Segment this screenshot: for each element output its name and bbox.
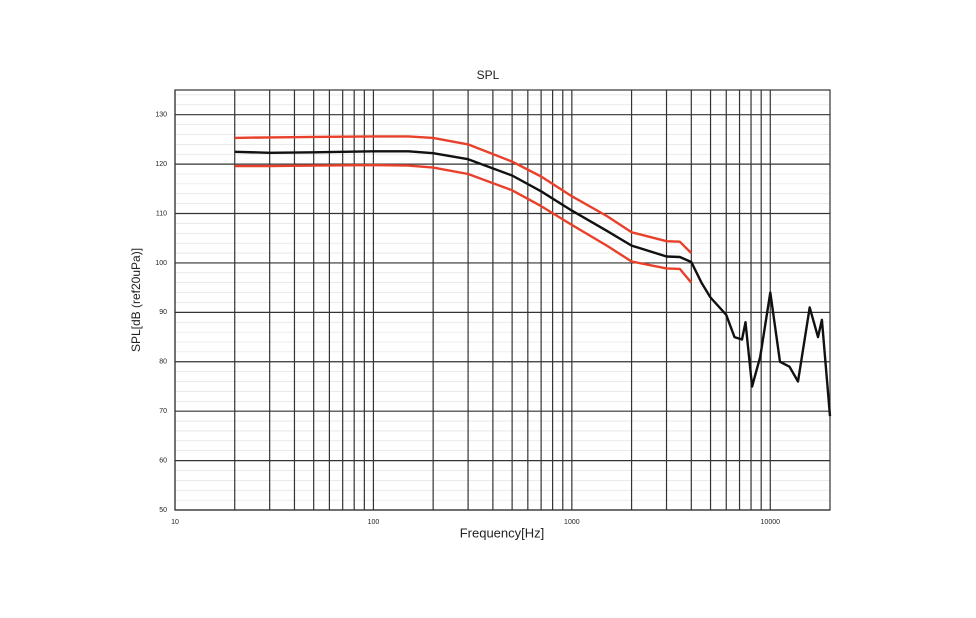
line (234, 163, 693, 284)
x-tick-label: 1000 (564, 519, 580, 526)
y-tick-label: 50 (159, 507, 167, 514)
y-tick-label: 60 (159, 457, 167, 464)
x-tick-label: 10000 (761, 519, 781, 526)
line (234, 135, 693, 254)
y-tick-label: 120 (155, 161, 167, 168)
y-tick-label: 110 (156, 210, 167, 217)
x-tick-label: 10 (171, 519, 179, 526)
y-tick-label: 130 (155, 112, 167, 119)
line (234, 150, 832, 417)
y-tick-label: 80 (159, 359, 167, 366)
y-tick-label: 70 (159, 408, 167, 415)
y-axis-label: SPL[dB (ref20uPa)] (129, 248, 143, 352)
plot-frame (174, 89, 831, 511)
y-tick-label: 90 (159, 309, 167, 316)
y-tick-label: 100 (155, 260, 167, 267)
x-axis-label: Frequency[Hz] (460, 525, 545, 540)
chart-title: SPL (477, 68, 500, 82)
x-tick-label: 100 (368, 519, 380, 526)
